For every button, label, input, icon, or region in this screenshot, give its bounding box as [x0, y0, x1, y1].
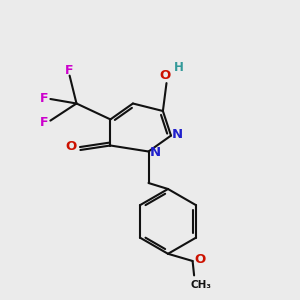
Text: F: F [40, 116, 48, 130]
Text: O: O [194, 253, 206, 266]
Text: N: N [172, 128, 183, 141]
Text: CH₃: CH₃ [190, 280, 211, 290]
Text: F: F [40, 92, 48, 105]
Text: O: O [159, 69, 171, 82]
Text: N: N [149, 146, 161, 159]
Text: F: F [65, 64, 73, 77]
Text: O: O [65, 140, 76, 154]
Text: H: H [174, 61, 184, 74]
